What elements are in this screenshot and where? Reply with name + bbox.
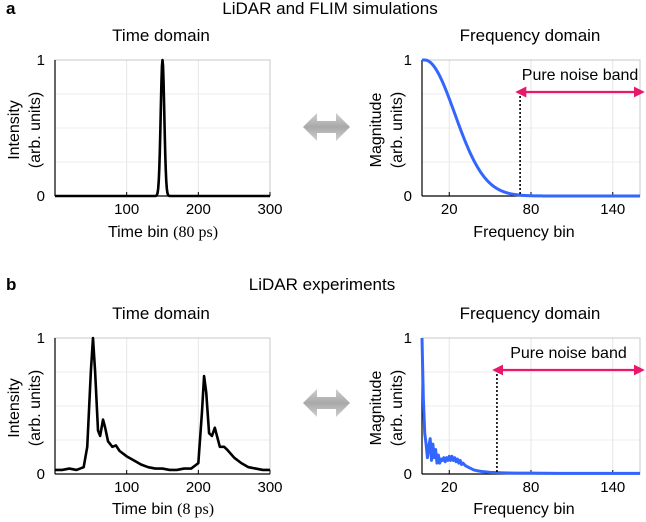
- panel-a-freq-plot: 20 80 140 0 1 Pure noise band: [404, 52, 645, 218]
- y-tick-label: 0: [37, 188, 45, 205]
- panel-b-freq-subtitle: Frequency domain: [460, 304, 601, 323]
- panel-a-time-ylabel-line1: Intensity: [6, 100, 23, 160]
- panel-b-double-headed-arrow-icon: [303, 389, 350, 417]
- y-tick-label: 1: [404, 52, 412, 69]
- x-tick-label: 100: [114, 479, 139, 496]
- panel-a-time-xlabel: Time bin (80 ps): [108, 224, 218, 241]
- x-tick-label: 140: [600, 479, 625, 496]
- panel-b-title: LiDAR experiments: [249, 275, 395, 294]
- series-line: [54, 58, 271, 198]
- series-line: [55, 336, 270, 472]
- noise-band-label: Pure noise band: [522, 67, 639, 84]
- x-tick-label: 20: [441, 201, 458, 218]
- panel-b-freq-plot: 20 80 140 0 1 Pure noise band: [404, 330, 645, 496]
- panel-b-time-plot: 100 200 300 0 1: [37, 330, 283, 496]
- panel-b-freq-ylabel-line1: Magnitude: [368, 371, 385, 446]
- y-tick-label: 1: [37, 52, 45, 69]
- series-line: [421, 58, 641, 198]
- panel-a-freq-xlabel: Frequency bin: [473, 224, 574, 241]
- x-tick-label: 80: [523, 201, 540, 218]
- x-tick-label: 20: [441, 479, 458, 496]
- x-tick-label: 200: [186, 201, 211, 218]
- panel-a-freq-subtitle: Frequency domain: [460, 26, 601, 45]
- x-tick-label: 140: [600, 201, 625, 218]
- x-tick-label: 80: [523, 479, 540, 496]
- panel-b-freq-ylabel-line2: (arb. units): [389, 370, 406, 446]
- x-tick-label: 300: [257, 201, 282, 218]
- panel-a-letter: a: [6, 0, 16, 18]
- y-tick-label: 0: [404, 466, 412, 483]
- y-tick-label: 0: [37, 466, 45, 483]
- x-tick-label: 100: [114, 201, 139, 218]
- panel-b-time-xlabel-main: Time bin: [112, 501, 173, 518]
- x-tick-label: 200: [186, 479, 211, 496]
- panel-a-time-xlabel-main: Time bin: [108, 224, 169, 241]
- x-tick-label: 300: [257, 479, 282, 496]
- panel-a-double-headed-arrow-icon: [303, 113, 350, 141]
- panel-a-time-ylabel-line2: (arb. units): [27, 92, 44, 168]
- y-tick-label: 0: [404, 188, 412, 205]
- y-tick-label: 1: [37, 330, 45, 347]
- panel-b-time-xlabel: Time bin (8 ps): [112, 501, 214, 518]
- panel-a-time-plot: 100 200 300 0 1: [37, 52, 283, 218]
- panel-b-time-subtitle: Time domain: [112, 304, 210, 323]
- panel-a-freq-ylabel-line2: (arb. units): [389, 92, 406, 168]
- panel-b-time-ylabel-line1: Intensity: [6, 378, 23, 438]
- panel-b-letter: b: [6, 275, 16, 294]
- y-tick-label: 1: [404, 330, 412, 347]
- panel-b-time-ylabel-line2: (arb. units): [27, 370, 44, 446]
- panel-a-freq-ylabel-line1: Magnitude: [368, 93, 385, 168]
- series-line: [420, 337, 640, 475]
- panel-b-time-xlabel-unit: (8 ps): [177, 501, 214, 518]
- panel-b-freq-xlabel: Frequency bin: [473, 501, 574, 518]
- panel-a-time-subtitle: Time domain: [112, 26, 210, 45]
- noise-band-label: Pure noise band: [510, 345, 627, 362]
- panel-a-time-xlabel-unit: (80 ps): [173, 224, 218, 241]
- panel-a-title: LiDAR and FLIM simulations: [222, 0, 437, 18]
